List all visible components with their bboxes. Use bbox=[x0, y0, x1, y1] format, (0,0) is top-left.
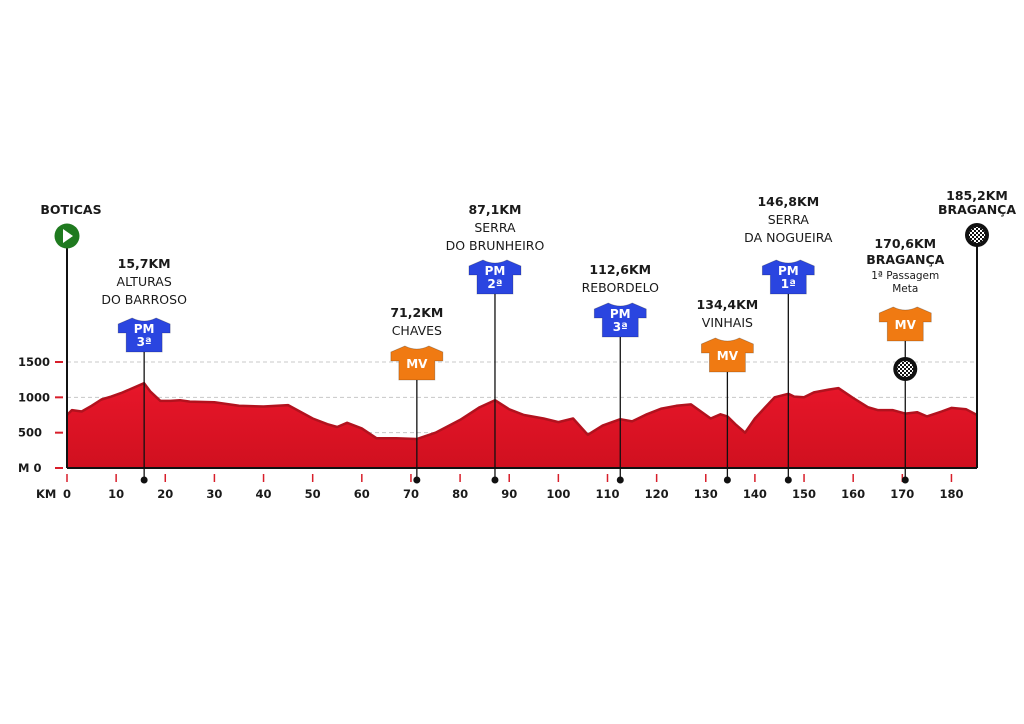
y-tick-label: 1500 bbox=[18, 355, 50, 369]
marker-dot bbox=[491, 476, 499, 484]
jersey-icon: MV bbox=[878, 306, 932, 342]
x-tick-label: 180 bbox=[939, 487, 963, 501]
marker-place-label: VINHAIS bbox=[702, 315, 753, 330]
jersey-body bbox=[390, 345, 444, 381]
marker-place-label: BRAGANÇA bbox=[866, 252, 944, 267]
profile-ridge-line bbox=[66, 381, 978, 441]
marker-km-label: 146,8KM bbox=[757, 194, 819, 209]
x-tick-label: 150 bbox=[792, 487, 816, 501]
play-triangle bbox=[63, 229, 73, 243]
marker-dot bbox=[616, 476, 624, 484]
marker-place-label-2: DO BRUNHEIRO bbox=[446, 238, 545, 253]
jersey-body bbox=[878, 306, 932, 342]
jersey-label: MV bbox=[406, 357, 428, 371]
jersey-label: PM bbox=[134, 322, 155, 336]
jersey-label: PM bbox=[485, 264, 506, 278]
x-axis-label: KM bbox=[36, 487, 56, 501]
jersey-category: 1ª bbox=[781, 277, 796, 291]
jersey-label: PM bbox=[610, 307, 631, 321]
jersey-icon: MV bbox=[390, 345, 444, 381]
jersey-label: MV bbox=[895, 318, 917, 332]
marker-dot bbox=[413, 476, 421, 484]
x-tick-label: 140 bbox=[743, 487, 767, 501]
finish-name-label: BRAGANÇA bbox=[938, 202, 1016, 217]
marker-km-label: 71,2KM bbox=[390, 305, 443, 320]
marker-place-label: SERRA bbox=[474, 220, 516, 235]
x-tick-label: 40 bbox=[256, 487, 272, 501]
x-tick-label: 70 bbox=[403, 487, 419, 501]
marker-km-label: 170,6KM bbox=[874, 236, 936, 251]
x-tick-label: 110 bbox=[595, 487, 619, 501]
x-tick-label: 10 bbox=[108, 487, 124, 501]
marker-km-label: 112,6KM bbox=[589, 262, 651, 277]
x-tick-label: 30 bbox=[206, 487, 222, 501]
marker-place-label: CHAVES bbox=[392, 323, 442, 338]
x-tick-label: 80 bbox=[452, 487, 468, 501]
start-name-label: BOTICAS bbox=[40, 202, 101, 217]
y-tick-label: 500 bbox=[18, 426, 42, 440]
jersey-body bbox=[700, 337, 754, 373]
jersey-body bbox=[761, 259, 815, 295]
marker-km-label: 134,4KM bbox=[697, 297, 759, 312]
x-tick-label: 90 bbox=[501, 487, 517, 501]
jersey-body bbox=[468, 259, 522, 295]
y-tick-label: M 0 bbox=[18, 461, 41, 475]
jersey-body bbox=[593, 302, 647, 338]
marker-km-label: 15,7KM bbox=[118, 256, 171, 271]
marker-712: 71,2KM CHAVES MV bbox=[390, 305, 443, 484]
checkered-flag-icon bbox=[893, 357, 918, 381]
x-tick-label: 130 bbox=[694, 487, 718, 501]
flag-checker bbox=[897, 361, 914, 377]
x-tick-label: 0 bbox=[63, 487, 71, 501]
x-tick-label: 160 bbox=[841, 487, 865, 501]
marker-place-label: SERRA bbox=[768, 212, 810, 227]
jersey-label: PM bbox=[778, 264, 799, 278]
jersey-category: 2ª bbox=[487, 277, 502, 291]
x-tick-label: 60 bbox=[354, 487, 370, 501]
x-tick-label: 50 bbox=[305, 487, 321, 501]
marker-dot bbox=[140, 476, 148, 484]
start-marker: BOTICAS bbox=[40, 202, 102, 249]
marker-sub-label: 1ª Passagem bbox=[871, 270, 939, 282]
x-tick-label: 100 bbox=[546, 487, 570, 501]
marker-km-label: 87,1KM bbox=[468, 202, 521, 217]
profile-area bbox=[67, 383, 977, 468]
marker-1344: 134,4KM VINHAIS MV bbox=[697, 297, 759, 484]
y-tick-label: 1000 bbox=[18, 390, 50, 404]
finish-km-label: 185,2KM bbox=[946, 188, 1008, 203]
flag-checker bbox=[969, 227, 985, 243]
jersey-category: 3ª bbox=[613, 320, 628, 334]
axes: M 0 500 1000 1500 KM 0 10 20 30 40 50 60 70 80 90 100 11… bbox=[18, 245, 978, 501]
jersey-body bbox=[117, 317, 171, 353]
marker-dot bbox=[723, 476, 731, 484]
marker-place-label-2: DA NOGUEIRA bbox=[744, 230, 833, 245]
x-tick-label: 120 bbox=[645, 487, 669, 501]
marker-sub-label: Meta bbox=[892, 283, 918, 295]
marker-place-label: REBORDELO bbox=[582, 280, 660, 295]
jersey-icon: MV bbox=[700, 337, 754, 373]
elevation-profile bbox=[66, 381, 978, 468]
x-tick-label: 20 bbox=[157, 487, 173, 501]
x-tick-label: 170 bbox=[890, 487, 914, 501]
marker-place-label-2: DO BARROSO bbox=[101, 292, 187, 307]
checkered-flag-icon bbox=[965, 223, 989, 247]
marker-dot bbox=[901, 476, 909, 484]
jersey-category: 3ª bbox=[137, 335, 152, 349]
marker-place-label: ALTURAS bbox=[117, 274, 172, 289]
jersey-label: MV bbox=[717, 349, 739, 363]
marker-dot bbox=[784, 476, 792, 484]
